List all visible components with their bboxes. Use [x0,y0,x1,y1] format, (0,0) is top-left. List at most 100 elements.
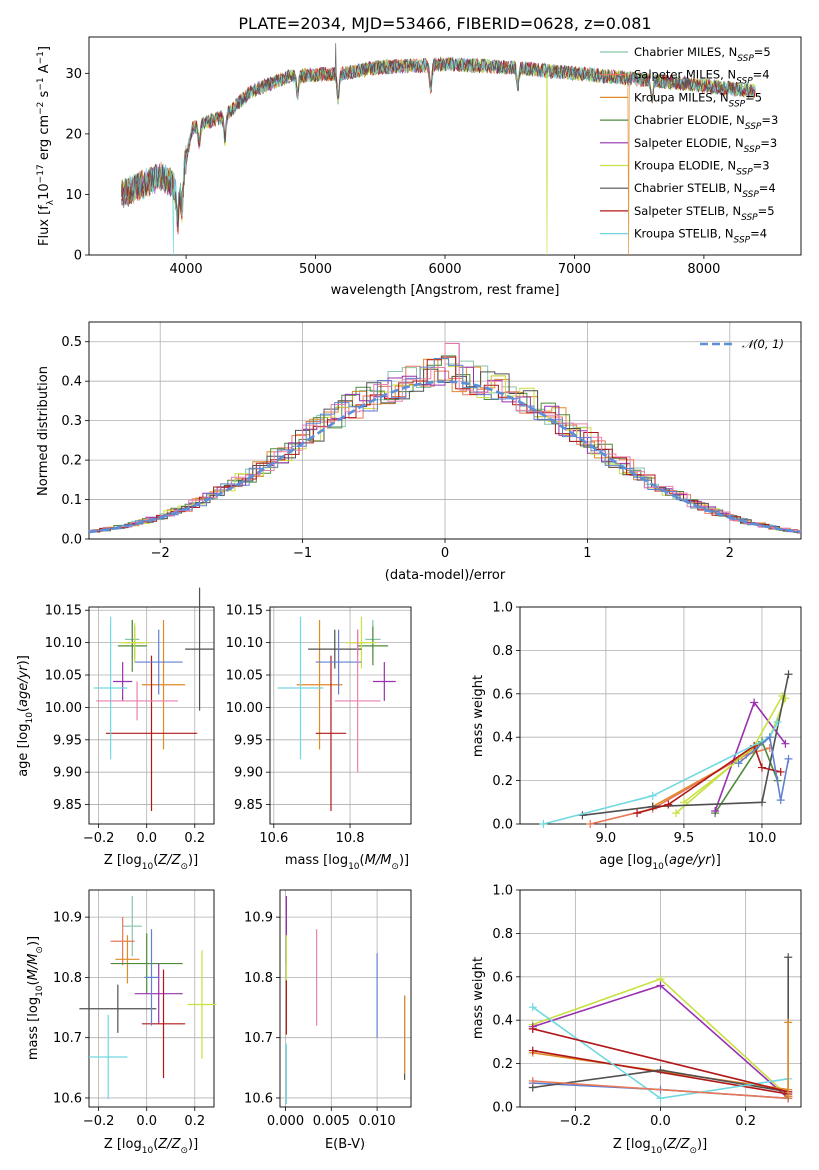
data-point-marker [656,1066,665,1075]
y-tick-label: 0.5 [61,335,82,350]
y-tick-label: 10.10 [45,636,82,651]
y-tick-label: 9.90 [53,766,82,781]
data-point-marker [672,809,681,818]
residual-histogram-panel: −2 −1 0 1 2 0.0 0.1 0.2 0.3 0.4 0.5 (data-model)/er… [36,321,802,583]
legend-entry: Chabrier STELIB, NSSP=4 [634,181,776,200]
data-point-marker [784,670,793,679]
x-tick-label: 0.005 [313,1114,350,1129]
y-tick-label: 1.0 [492,601,513,616]
x-tick-label: 7000 [558,262,591,277]
data-point-marker [784,953,793,962]
weight-series-9 [738,735,790,801]
data-point-marker [784,1018,793,1027]
y-tick-label: 9.90 [234,766,263,781]
data-point-marker [757,798,766,807]
x-tick-label: 9.5 [674,831,695,846]
x-tick-label: −0.2 [83,1114,115,1129]
y-tick-label: 9.95 [53,733,82,748]
spectrum-panel: 4000 5000 6000 7000 8000 0 10 20 30 PLATE=2034, M… [36,14,802,298]
data-point-marker [664,800,673,809]
legend-entry: Kroupa MILES, NSSP=5 [634,90,762,109]
x-tick-label: 5000 [299,262,332,277]
y-tick-label: 0.8 [492,927,513,942]
data-point-marker [633,809,642,818]
legend-entry: Chabrier ELODIE, NSSP=3 [634,113,778,132]
y-axis-label: age [log10(age/yr)] [16,655,35,777]
normal-curve [88,380,802,534]
y-tick-label: 0 [74,249,82,264]
y-tick-label: 10.9 [53,911,82,926]
y-tick-label: 10.7 [53,1031,82,1046]
legend-entry: Chabrier MILES, NSSP=5 [634,45,771,64]
y-tick-label: 10.8 [244,971,273,986]
plot-frame [279,889,412,1108]
weight-series-8 [532,1080,789,1100]
y-tick-label: 20 [65,127,82,142]
legend-entry: Salpeter STELIB, NSSP=5 [634,204,775,223]
y-axis-label: Normed distribution [36,366,51,496]
x-tick-label: 0.010 [358,1114,395,1129]
y-tick-label: 10.15 [226,604,263,619]
y-tick-label: 10.05 [45,669,82,684]
y-axis-label: mass [log10(M/M⊙)] [26,936,45,1060]
y-tick-label: 9.95 [234,733,263,748]
data-point-marker [528,1003,537,1012]
x-axis-label: wavelength [Angstrom, rest frame] [331,283,560,298]
age-vs-metallicity-panel: −0.2 0.0 0.2 9.85 9.90 9.95 10.00 10.05 10.10 10.… [16,587,215,872]
y-tick-label: 0.0 [61,533,82,548]
x-axis-label: E(B-V) [325,1137,365,1152]
weight-series-4 [714,700,787,812]
y-tick-label: 0.6 [492,687,513,702]
mass-vs-reddening-panel: 0.000 0.005 0.010 10.6 10.7 10.8 10.9 E(B-V) [244,889,412,1152]
y-tick-label: 10.6 [244,1091,273,1106]
data-point-marker [750,698,759,707]
y-tick-label: 10.6 [53,1091,82,1106]
weight-series-9 [532,1028,789,1093]
x-tick-label: 0.0 [136,1114,157,1129]
x-tick-label: 10.6 [259,831,288,846]
x-axis-label: Z [log10(Z/Z⊙)] [104,1137,198,1156]
x-axis-label: (data-model)/error [385,568,506,583]
x-axis-label: mass [log10(M/M⊙)] [285,853,409,872]
data-point-marker [765,733,774,742]
x-tick-label: 0.0 [136,831,157,846]
weight-vs-age-panel: 9.0 9.5 10.0 0.0 0.2 0.4 0.6 0.8 1.0 age [log10(a… [471,601,802,872]
y-axis-label: Flux [fλ10−17 erg cm−2 s−1 A−1] [36,46,56,246]
data-point-marker [528,1046,537,1055]
x-axis-label: Z [log10(Z/Z⊙)] [104,853,198,872]
weight-series-2 [590,747,771,825]
x-tick-label: −1 [293,546,312,561]
y-tick-label: 0.2 [492,774,513,789]
y-tick-label: 0.4 [492,1014,513,1029]
x-tick-label: 2 [726,546,734,561]
y-tick-label: 10.10 [226,636,263,651]
y-tick-label: 0.0 [492,818,513,833]
y-tick-label: 10.9 [244,911,273,926]
x-axis-label: Z [log10(Z/Z⊙)] [613,1137,707,1156]
x-tick-label: 1 [583,546,591,561]
spectrum-line-2 [121,57,756,256]
plot-frame [88,889,215,1108]
x-tick-label: 10.0 [747,831,776,846]
y-tick-label: 0.4 [492,731,513,746]
x-tick-label: −2 [151,546,170,561]
legend-entry: Kroupa ELODIE, NSSP=3 [634,159,770,178]
y-tick-label: 0.4 [61,375,82,390]
data-point-marker [784,1092,793,1101]
x-tick-label: 0.2 [735,1114,756,1129]
y-tick-label: 0.1 [61,493,82,508]
data-point-marker [776,796,785,805]
x-axis-label: age [log10(age/yr)] [599,853,721,872]
data-point-marker [656,1094,665,1103]
x-tick-label: −0.2 [560,1114,592,1129]
y-tick-label: 10.05 [226,669,263,684]
y-tick-label: 0.0 [492,1101,513,1116]
y-tick-label: 30 [65,67,82,82]
legend-entry: Kroupa STELIB, NSSP=4 [634,227,767,246]
y-axis-label: mass weight [471,957,486,1039]
data-point-marker [778,691,787,700]
x-tick-label: 0.000 [267,1114,304,1129]
data-point-marker [784,754,793,763]
x-tick-label: 10.8 [336,831,365,846]
